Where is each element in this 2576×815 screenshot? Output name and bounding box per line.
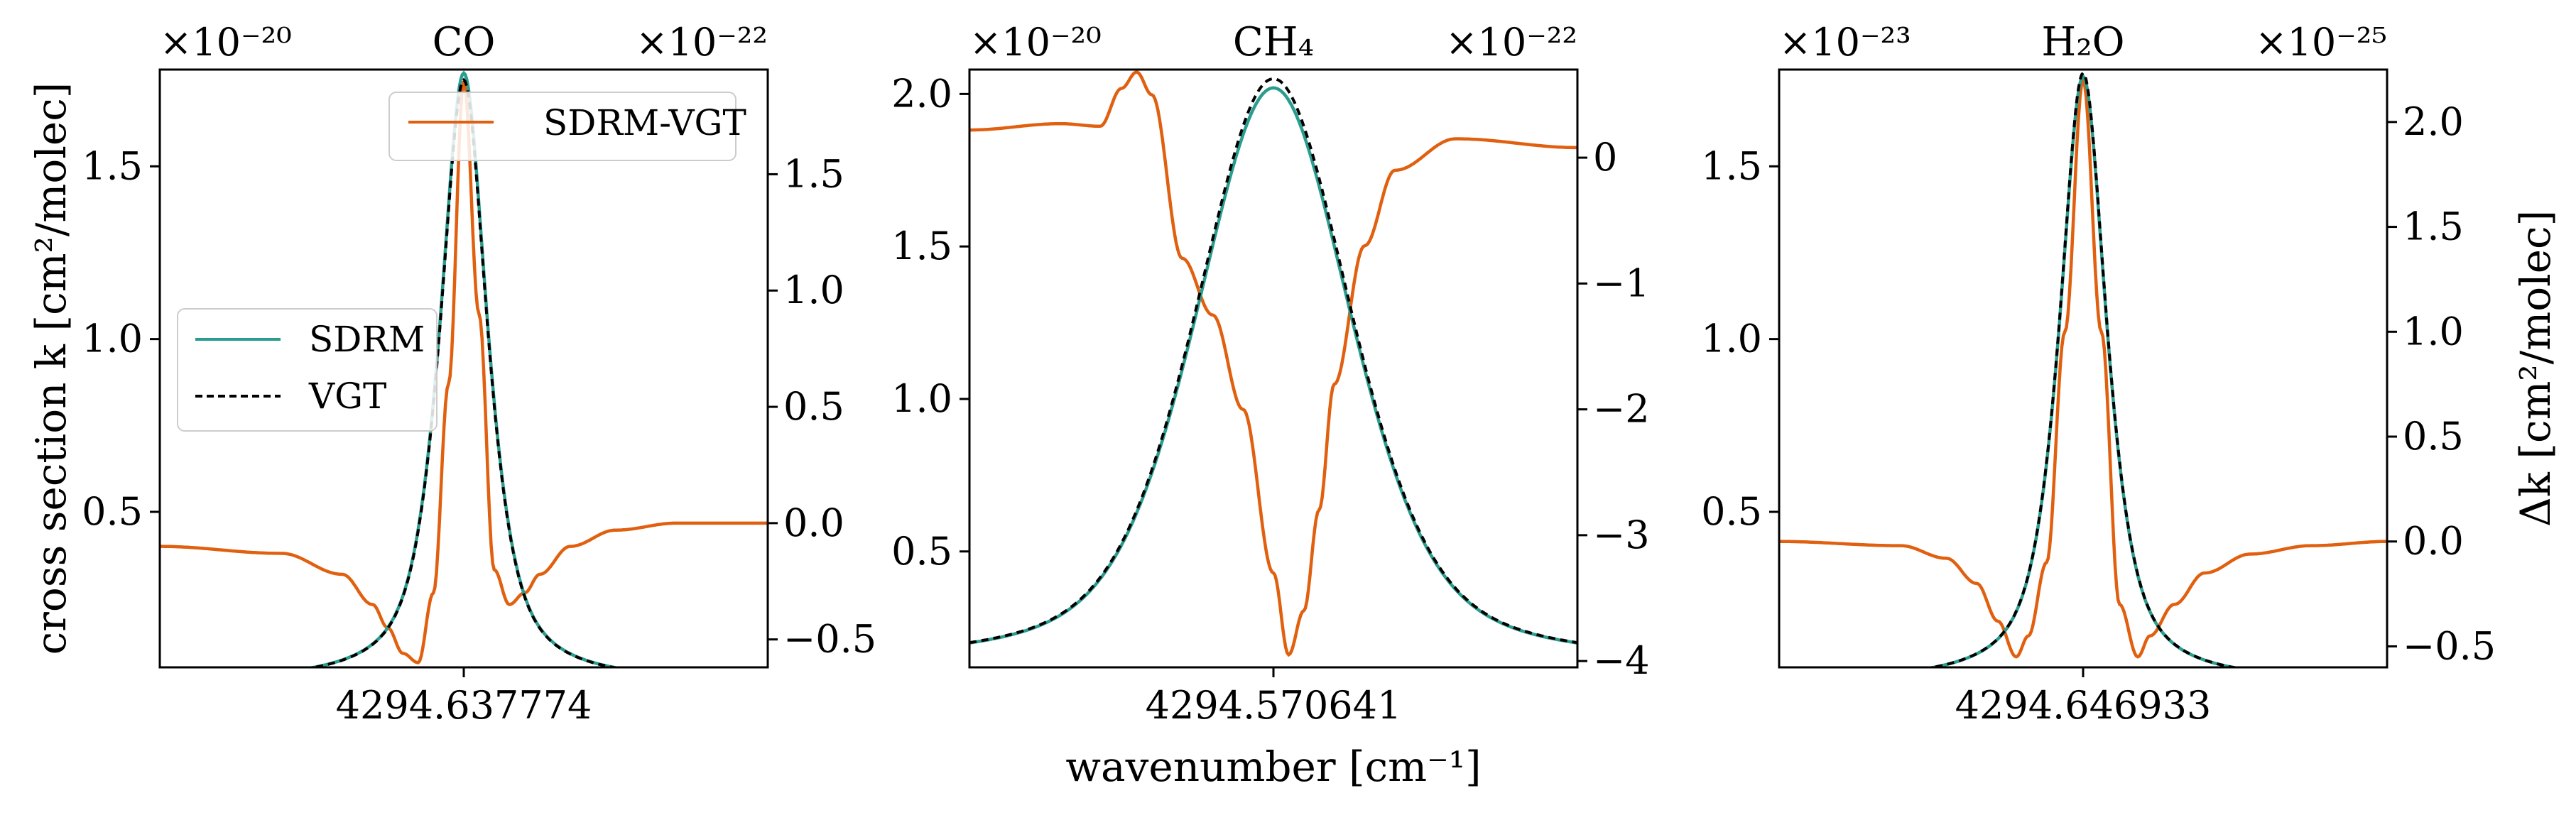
series-line-sdrm: [304, 70, 624, 667]
y-tick-label-right: 0: [1593, 135, 1617, 180]
y-tick-label-right: −2: [1593, 387, 1650, 432]
left-axis-exponent: ×10⁻²⁰: [160, 20, 292, 65]
y-tick-label-right: −0.5: [783, 617, 876, 662]
ticks-layer: 0.5 1.0 1.5 2.0 −4 −3 −2 −1 0: [891, 71, 1650, 683]
legend-sdrm-vgt-pair: SDRM VGT: [177, 308, 438, 432]
left-axis-exponent: ×10⁻²⁰: [969, 20, 1102, 65]
legend-label-vgt: VGT: [308, 376, 386, 417]
y-tick-label-right: 1.0: [2403, 309, 2464, 354]
y-tick-label-right: 0.5: [2403, 414, 2464, 459]
y-tick-label-right: 1.5: [783, 151, 844, 196]
ticks-layer: 0.5 1.0 1.5 −0.5 0.0 0.5 1.0 1.5 2.0: [1701, 99, 2496, 677]
right-axis-exponent: ×10⁻²²: [1445, 20, 1577, 65]
y-axis-label-left: cross section k [cm²/molec]: [27, 82, 75, 655]
y-tick-label-left: 0.5: [1701, 489, 1762, 534]
y-tick-label-right: 0.0: [2403, 519, 2464, 564]
panel-ch4: 0.51.01.52.0−4−3−2−10 CH₄ ×10⁻²⁰ ×10⁻²² …: [891, 19, 1650, 791]
panel-title: H₂O: [2041, 19, 2124, 65]
legend-label-sdrm: SDRM: [309, 319, 425, 360]
x-tick-label: 4294.570641: [1146, 683, 1402, 728]
series-line-vgt: [306, 77, 621, 667]
y-tick-label-left: 0.5: [891, 529, 952, 574]
y-tick-label-right: −3: [1593, 513, 1650, 557]
right-axis-exponent: ×10⁻²⁵: [2255, 20, 2387, 65]
y-tick-label-left: 2.0: [891, 71, 952, 116]
series-layer: [1779, 70, 2387, 667]
y-tick-label-left: 1.5: [82, 143, 143, 188]
series-line-sdrm: [1924, 74, 2242, 667]
left-axis-exponent: ×10⁻²³: [1779, 20, 1911, 65]
y-tick-label-right: −1: [1593, 261, 1650, 305]
y-tick-label-left: 1.5: [1701, 143, 1762, 188]
series-line-sdrm-vgt: [1779, 75, 2387, 659]
ticks-layer: 0.5 1.0 1.5 −0.5 0.0 0.5 1.0 1.5: [82, 143, 876, 677]
right-axis-exponent: ×10⁻²²: [636, 20, 768, 65]
panel-co: 0.5 1.0 1.5 −0.5 0.0 0.5 1.0 1.5 CO ×10⁻²⁰ ×10⁻…: [82, 19, 876, 728]
y-tick-label-right: 0.5: [783, 384, 844, 429]
y-tick-label-right: 1.5: [2403, 204, 2464, 249]
y-tick-label-right: 1.0: [783, 268, 844, 312]
series-layer: [160, 70, 768, 667]
panel-h2o: 0.51.01.5−0.50.00.51.01.52.0 H₂O ×10⁻²³ …: [1701, 19, 2496, 728]
y-tick-label-left: 1.0: [891, 376, 952, 421]
y-tick-label-right: 2.0: [2403, 99, 2464, 144]
y-tick-label-left: 0.5: [82, 489, 143, 534]
panel-title: CH₄: [1233, 19, 1314, 65]
x-tick-label: 4294.637774: [336, 683, 592, 728]
y-tick-label-right: −0.5: [2403, 623, 2496, 668]
series-line-vgt: [969, 77, 1577, 645]
panel-title: CO: [433, 19, 496, 65]
y-tick-label-left: 1.0: [1701, 317, 1762, 361]
y-axis-label-right: Δk [cm²/molec]: [2511, 210, 2560, 527]
x-axis-label: wavenumber [cm⁻¹]: [1065, 743, 1481, 791]
series-line-sdrm-vgt: [969, 70, 1577, 657]
legend-sdrm-vgt: SDRM-VGT: [388, 92, 746, 161]
y-tick-label-left: 1.0: [82, 317, 143, 361]
y-tick-label-left: 1.5: [891, 224, 952, 268]
x-tick-label: 4294.646933: [1955, 683, 2212, 728]
legend-frame: [388, 92, 737, 161]
y-tick-label-right: −4: [1593, 638, 1650, 683]
y-tick-label-right: 0.0: [783, 501, 844, 545]
series-layer: [969, 70, 1577, 657]
legend-label-diff: SDRM-VGT: [543, 102, 746, 143]
